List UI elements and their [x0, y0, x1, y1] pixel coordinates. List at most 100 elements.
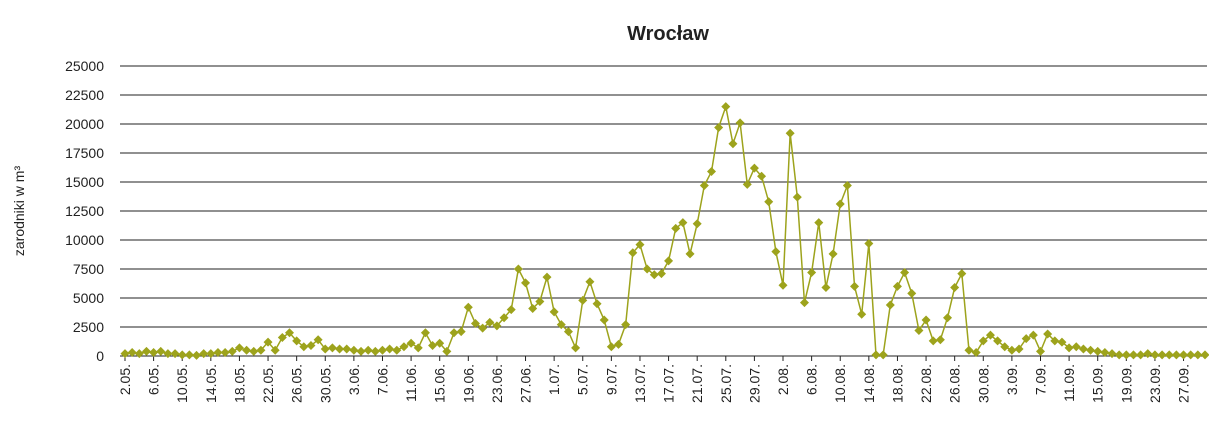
marker — [721, 102, 731, 112]
marker — [571, 343, 581, 353]
y-tick-label: 7500 — [73, 261, 104, 277]
marker — [1114, 350, 1124, 360]
x-tick-label: 26.08. — [947, 364, 963, 403]
marker — [406, 338, 416, 348]
line — [124, 103, 1205, 357]
marker — [1128, 350, 1138, 360]
marker — [563, 327, 573, 337]
marker — [270, 345, 280, 355]
x-tick-label: 15.06. — [432, 364, 448, 403]
marker — [878, 350, 888, 360]
marker — [614, 339, 624, 349]
marker — [127, 348, 137, 358]
marker — [914, 325, 924, 335]
x-tick-label: 3.09. — [1004, 364, 1020, 395]
marker — [728, 139, 738, 149]
marker — [1093, 346, 1103, 356]
marker — [685, 249, 695, 259]
marker — [485, 317, 495, 327]
x-tick-label: 10.05. — [174, 364, 190, 403]
marker — [592, 299, 602, 309]
marker — [978, 336, 988, 346]
x-tick-label: 11.06. — [403, 364, 419, 402]
y-tick-label: 25000 — [65, 58, 104, 74]
marker — [442, 346, 452, 356]
marker — [1057, 337, 1067, 347]
marker — [993, 336, 1003, 346]
y-tick-label: 15000 — [65, 174, 104, 190]
y-tick-label: 10000 — [65, 232, 104, 248]
marker — [428, 341, 438, 351]
x-tick-label: 3.06. — [346, 364, 362, 395]
marker — [163, 349, 173, 359]
marker — [871, 350, 881, 360]
marker — [921, 315, 931, 325]
marker — [1136, 350, 1146, 360]
marker — [1071, 342, 1081, 352]
marker — [1150, 350, 1160, 360]
marker — [1143, 349, 1153, 359]
marker — [377, 345, 387, 355]
marker — [385, 344, 395, 354]
marker — [807, 267, 817, 277]
marker — [156, 346, 166, 356]
marker — [950, 283, 960, 293]
marker — [392, 345, 402, 355]
marker — [907, 288, 917, 298]
marker — [778, 280, 788, 290]
marker — [542, 272, 552, 282]
y-tick-label: 2500 — [73, 319, 104, 335]
marker — [234, 343, 244, 353]
marker — [828, 249, 838, 259]
marker — [671, 223, 681, 233]
marker — [499, 313, 509, 323]
marker — [342, 344, 352, 354]
marker — [263, 337, 273, 347]
marker — [1186, 350, 1196, 360]
y-tick-label: 17500 — [65, 145, 104, 161]
marker — [785, 128, 795, 138]
marker — [1100, 348, 1110, 358]
marker — [764, 197, 774, 207]
marker — [835, 199, 845, 209]
marker — [420, 328, 430, 338]
marker — [327, 343, 337, 353]
marker — [506, 305, 516, 315]
marker — [227, 346, 237, 356]
marker — [1050, 336, 1060, 346]
marker — [149, 348, 159, 358]
x-tick-label: 14.05. — [203, 364, 219, 403]
marker — [120, 349, 130, 359]
marker — [664, 256, 674, 266]
marker — [656, 269, 666, 279]
marker — [599, 315, 609, 325]
marker — [478, 323, 488, 333]
marker — [749, 163, 759, 173]
marker — [435, 338, 445, 348]
x-tick-label: 30.08. — [975, 364, 991, 403]
marker — [285, 328, 295, 338]
marker — [692, 219, 702, 229]
x-tick-label: 29.07. — [746, 364, 762, 403]
marker — [1007, 345, 1017, 355]
marker — [985, 330, 995, 340]
y-tick-label: 12500 — [65, 203, 104, 219]
marker — [213, 348, 223, 358]
marker — [1179, 350, 1189, 360]
x-tick-label: 6.08. — [804, 364, 820, 395]
marker — [513, 264, 523, 274]
marker — [449, 328, 459, 338]
marker — [356, 346, 366, 356]
marker — [349, 345, 359, 355]
marker — [1000, 342, 1010, 352]
marker — [1157, 350, 1167, 360]
marker — [306, 341, 316, 351]
marker — [1035, 346, 1045, 356]
marker — [1200, 350, 1209, 360]
marker — [249, 346, 259, 356]
marker — [649, 270, 659, 280]
x-tick-label: 1.07. — [546, 364, 562, 395]
marker — [1028, 330, 1038, 340]
marker — [1193, 350, 1203, 360]
